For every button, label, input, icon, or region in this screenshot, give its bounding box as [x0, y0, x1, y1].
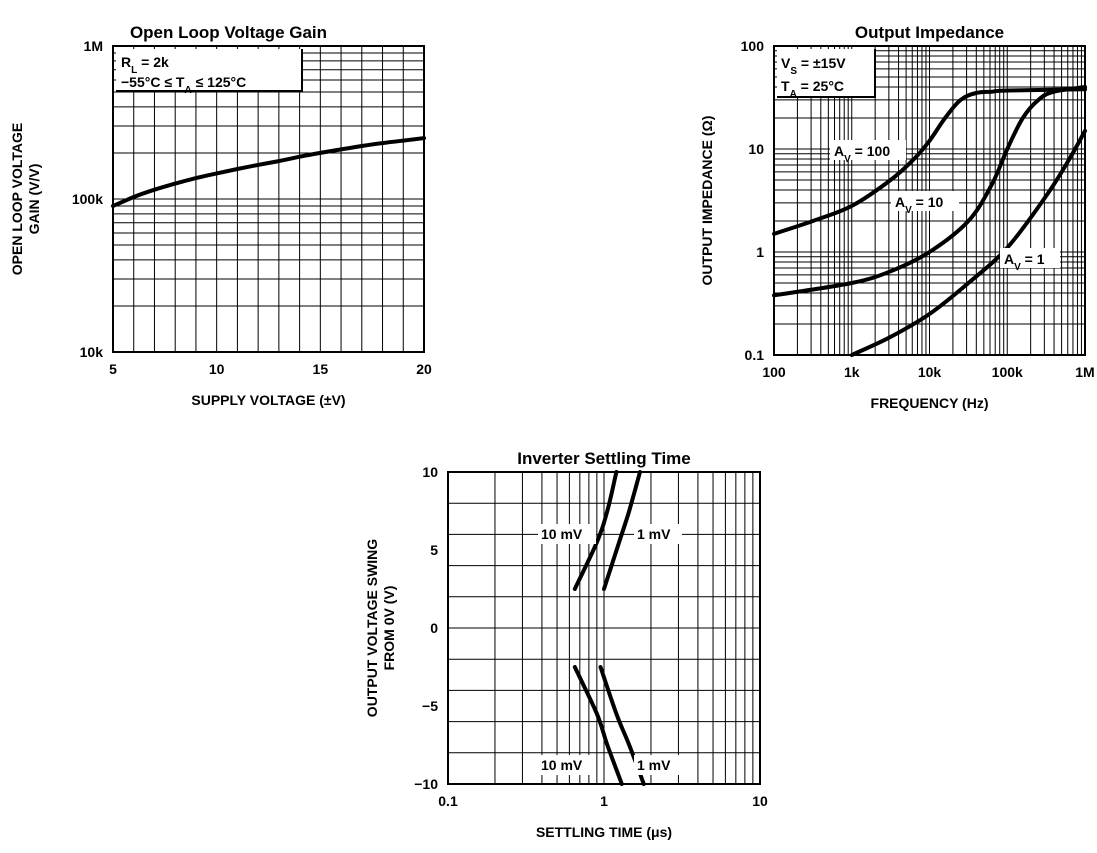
chart-0: Open Loop Voltage Gain 5 10 15 20 10k 100k 1M SU…: [9, 23, 432, 408]
series-line-2: [849, 128, 1087, 357]
conditions-box-border: [777, 49, 876, 98]
y-tick-label: 100: [741, 38, 765, 54]
x-tick-label: 1k: [844, 364, 860, 380]
curve-label-2: AV = 1: [1004, 251, 1045, 273]
curve-label-bg: [634, 524, 682, 544]
x-tick-label: 15: [313, 361, 329, 377]
annotation-ta: TA = 25°C: [781, 78, 844, 100]
annotation-vs: VS = ±15V: [781, 55, 846, 77]
x-axis-label: SETTLING TIME (μs): [536, 824, 672, 840]
grid: [112, 45, 425, 353]
x-tick-label: 100: [762, 364, 786, 380]
chart-title: Open Loop Voltage Gain: [130, 23, 327, 42]
series-line-2: [572, 665, 624, 786]
y-tick-label: 10k: [80, 344, 104, 360]
plot-frame: [447, 471, 761, 785]
curve-label-0: 10 mV: [541, 526, 583, 542]
y-tick-label: 0.1: [745, 347, 765, 363]
x-axis-label: FREQUENCY (Hz): [871, 395, 989, 411]
series-line-1: [772, 85, 1087, 298]
x-tick-label: 10: [209, 361, 225, 377]
y-axis-label: FROM 0V (V): [381, 586, 397, 671]
series-line-0: [111, 136, 426, 208]
curve-label-bg: [830, 140, 906, 160]
x-axis-label: SUPPLY VOLTAGE (±V): [191, 392, 345, 408]
curve-label-0: AV = 100: [834, 143, 890, 165]
conditions-box: [116, 49, 302, 91]
curve-label-2: 10 mV: [541, 757, 583, 773]
x-tick-label: 10: [752, 793, 768, 809]
y-axis-label: GAIN (V/V): [26, 164, 42, 235]
plot-frame: [773, 45, 1086, 356]
chart-1: Output Impedance 100 1k 10k 100k 1M 0.1 1 10 100 F…: [699, 23, 1095, 411]
series-line-0: [572, 470, 619, 591]
series-line-0: [772, 87, 1087, 236]
curve-label-bg: [1000, 248, 1060, 268]
y-tick-label: 100k: [72, 191, 103, 207]
curve-label-bg: [538, 524, 596, 544]
x-tick-label: 1: [600, 793, 608, 809]
curve-label-bg: [634, 755, 682, 775]
x-tick-label: 1M: [1075, 364, 1094, 380]
y-tick-label: 0: [430, 620, 438, 636]
curve-label-1: AV = 10: [895, 194, 944, 216]
series-line-1: [602, 470, 642, 591]
conditions-box-border: [116, 49, 303, 92]
curve-label-bg: [538, 755, 596, 775]
curve-label-3: 1 mV: [637, 757, 671, 773]
annotation-rl: RL = 2k: [121, 54, 169, 76]
y-tick-label: 10: [748, 141, 764, 157]
y-tick-label: 1M: [84, 38, 103, 54]
chart-title: Output Impedance: [855, 23, 1004, 42]
x-tick-label: 5: [109, 361, 117, 377]
annotation-temp: −55°C ≤ TA ≤ 125°C: [121, 74, 246, 96]
y-tick-label: −10: [414, 776, 438, 792]
curve-label-1: 1 mV: [637, 526, 671, 542]
chart-2: Inverter Settling Time 0.1 1 10 −10 −5 0 5 10 SET…: [364, 449, 768, 840]
y-tick-label: 10: [422, 464, 438, 480]
y-axis-label: OUTPUT IMPEDANCE (Ω): [699, 116, 715, 286]
plot-frame: [112, 45, 425, 353]
conditions-box: [777, 49, 875, 97]
y-tick-label: 1: [756, 244, 764, 260]
y-tick-label: 5: [430, 542, 438, 558]
x-tick-label: 0.1: [438, 793, 458, 809]
y-axis-label: OUTPUT VOLTAGE SWING: [364, 539, 380, 717]
chart-title: Inverter Settling Time: [517, 449, 691, 468]
y-tick-label: −5: [422, 698, 438, 714]
x-tick-label: 100k: [992, 364, 1023, 380]
x-tick-label: 10k: [918, 364, 942, 380]
y-axis-label: OPEN LOOP VOLTAGE: [9, 123, 25, 275]
x-tick-label: 20: [416, 361, 432, 377]
curve-label-bg: [891, 191, 959, 211]
